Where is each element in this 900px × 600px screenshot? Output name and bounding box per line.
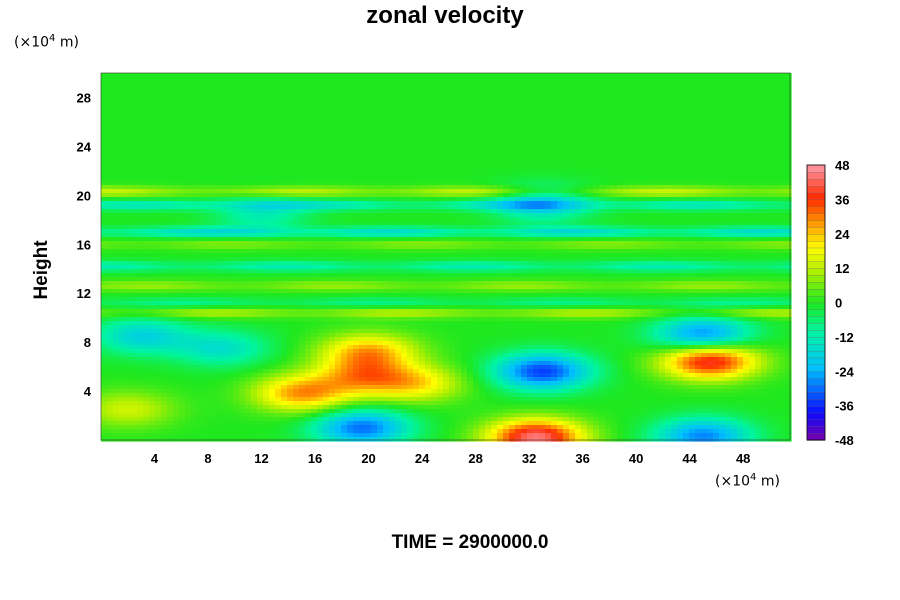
x-tick-label: 4 (151, 451, 159, 466)
x-axis-unit: (×104 m) (715, 472, 780, 490)
colorbar-tick-label: 36 (835, 192, 849, 207)
x-tick-label: 24 (415, 451, 430, 466)
x-tick-label: 36 (575, 451, 589, 466)
x-tick-label: 12 (254, 451, 268, 466)
colorbar-tick-label: 24 (835, 227, 850, 242)
x-tick-label: 16 (308, 451, 322, 466)
y-tick-label: 20 (77, 188, 91, 203)
x-tick-label: 32 (522, 451, 536, 466)
y-tick-label: 16 (77, 237, 91, 252)
x-tick-label: 20 (361, 451, 375, 466)
time-label: TIME = 2900000.0 (391, 532, 549, 553)
x-tick-label: 28 (468, 451, 482, 466)
contour-field (101, 73, 792, 442)
y-tick-label: 28 (77, 90, 91, 105)
plot-frame (100, 72, 791, 441)
colorbar-tick-label: 48 (835, 158, 849, 173)
x-tick-label: 8 (204, 451, 211, 466)
colorbar-tick-label: -24 (835, 364, 855, 379)
colorbar-frame (806, 164, 826, 441)
x-tick-label: 48 (736, 451, 750, 466)
x-tick-label: 44 (682, 451, 697, 466)
colorbar-tick-label: -48 (835, 433, 854, 448)
y-tick-label: 12 (77, 286, 91, 301)
colorbar-tick-label: -36 (835, 399, 854, 414)
y-tick-label: 24 (77, 139, 92, 154)
y-tick-label: 4 (84, 384, 92, 399)
y-tick-label: 8 (84, 335, 91, 350)
chart-title: zonal velocity (366, 2, 524, 29)
x-tick-label: 40 (629, 451, 643, 466)
colorbar (806, 164, 826, 441)
colorbar-tick-label: 0 (835, 296, 842, 311)
colorbar-tick-label: 12 (835, 261, 849, 276)
colorbar-tick-label: -12 (835, 330, 854, 345)
y-axis-unit: (×104 m) (14, 33, 79, 51)
